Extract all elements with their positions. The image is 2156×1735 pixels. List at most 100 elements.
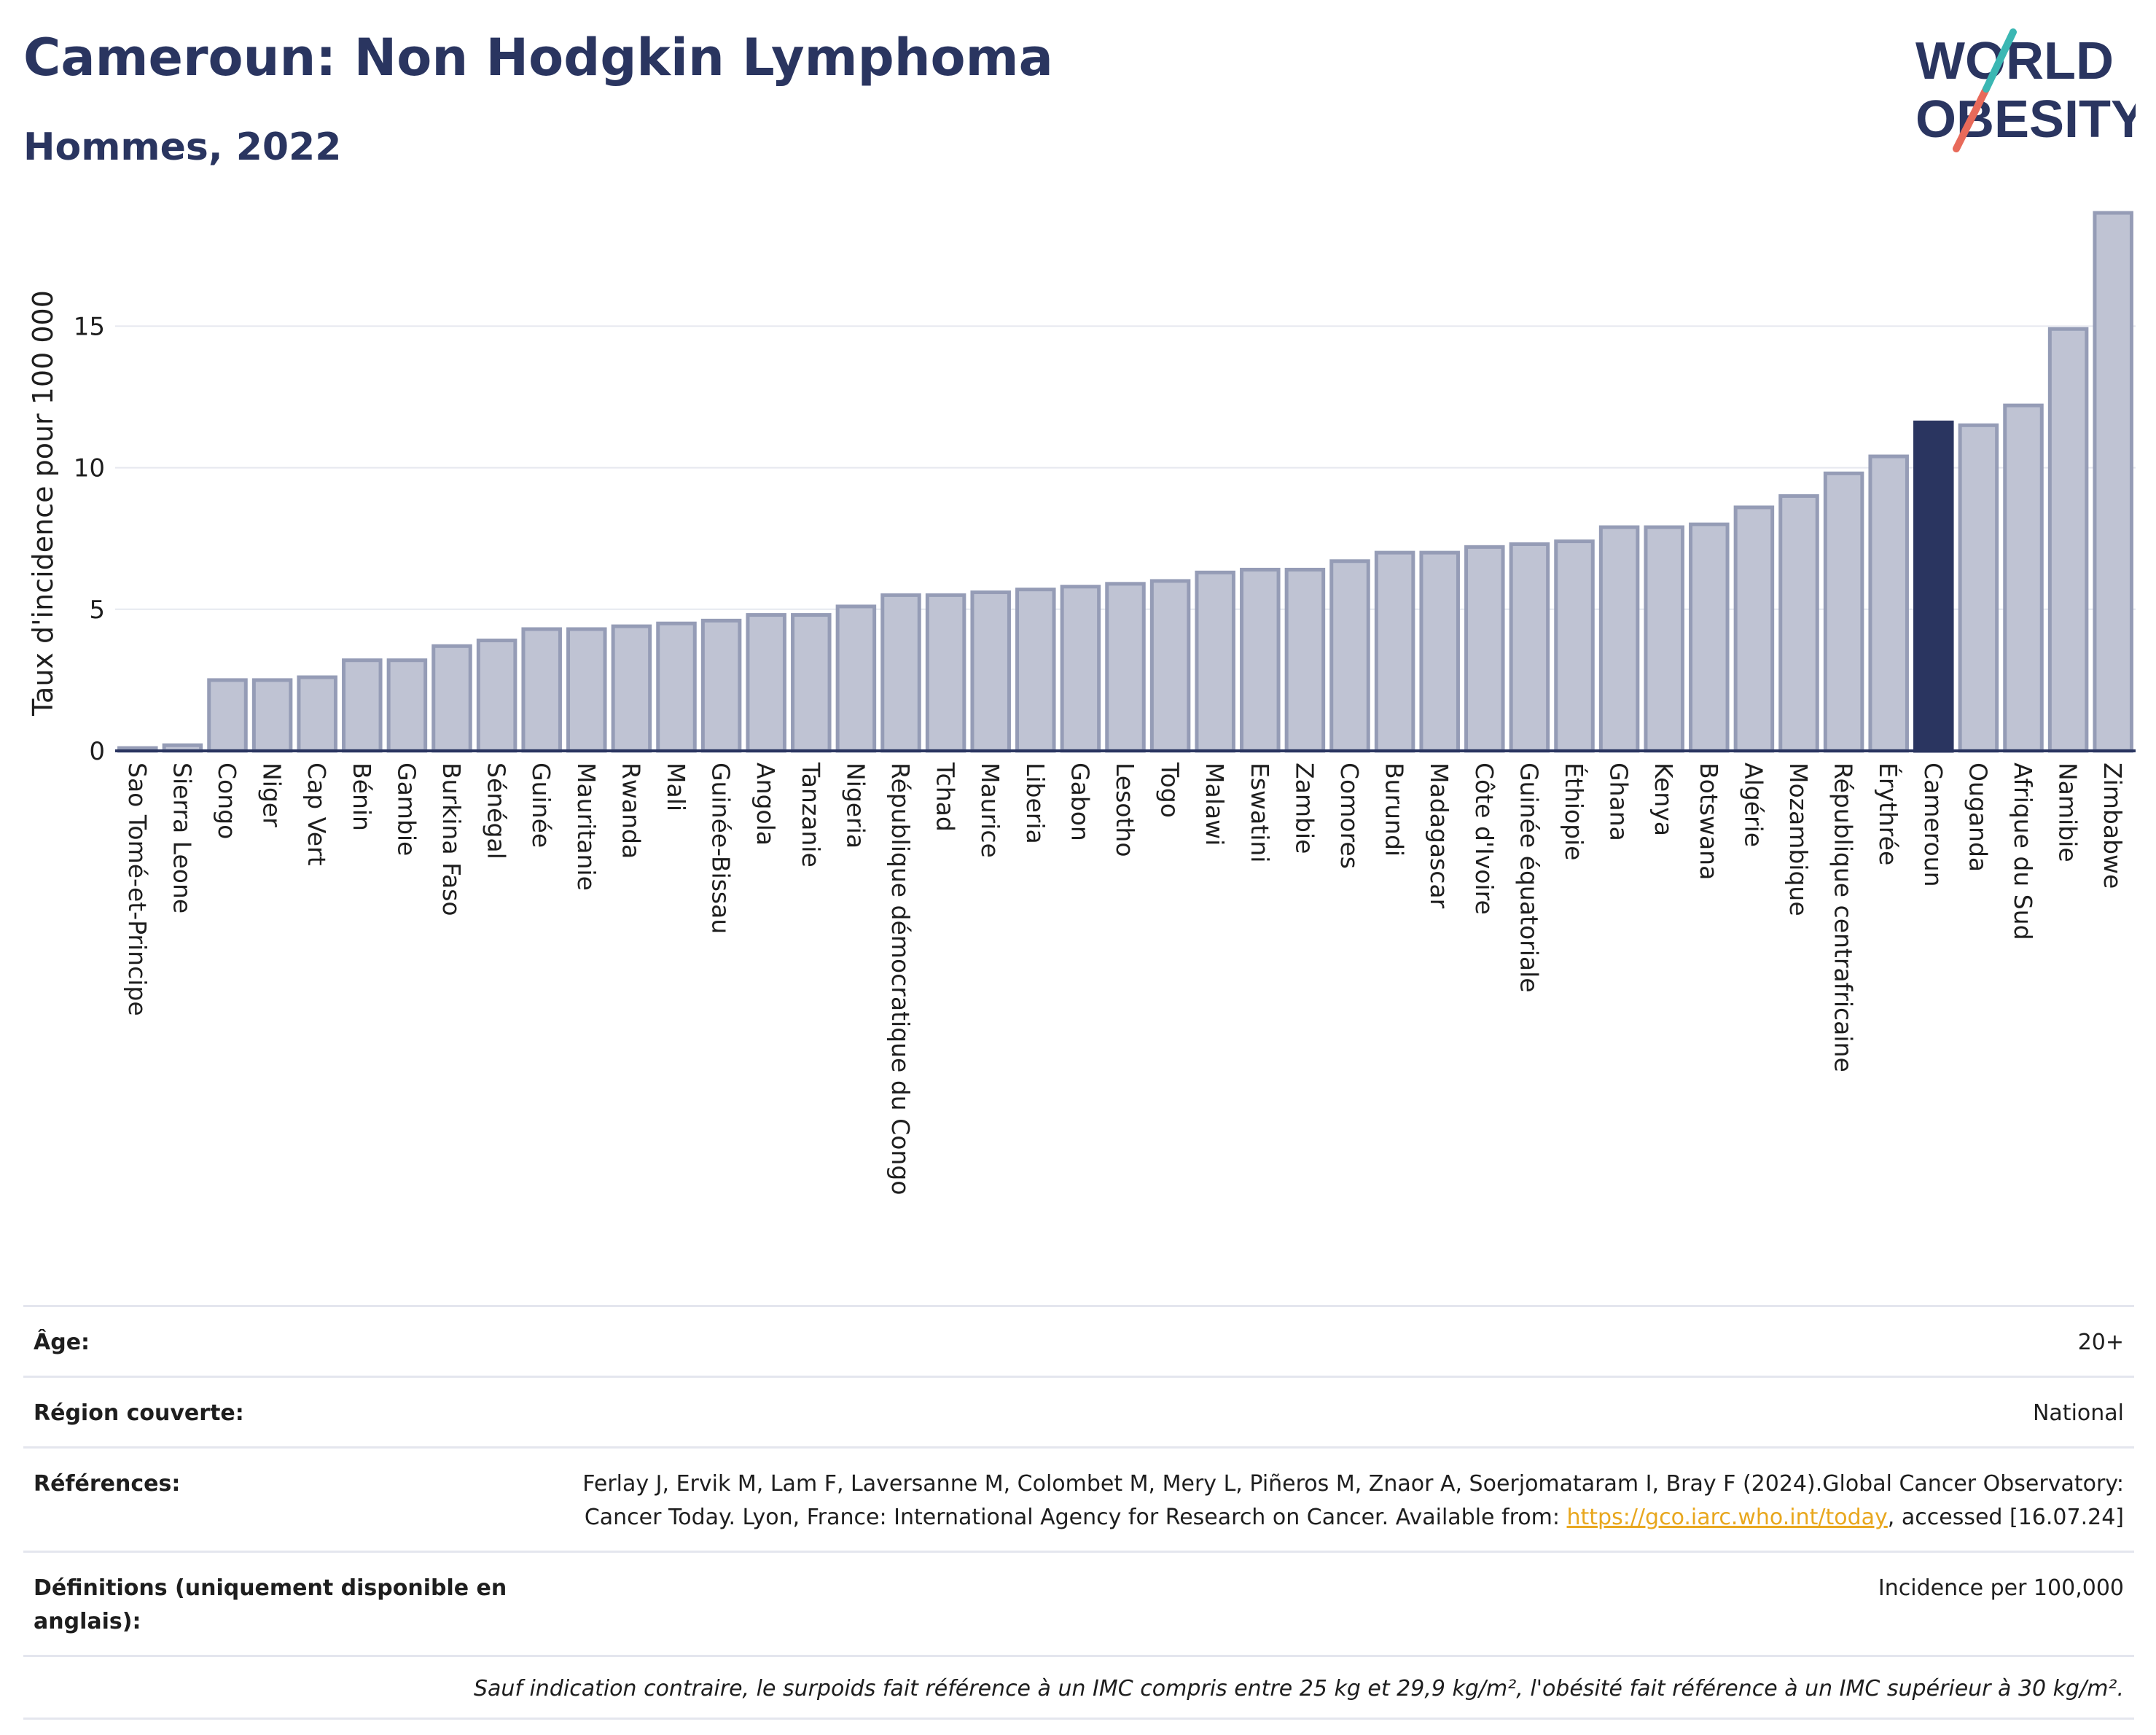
bar-maurice[interactable]: [970, 590, 1011, 753]
bar-afrique-du-sud[interactable]: [2003, 403, 2044, 753]
age-label: Âge:: [34, 1330, 90, 1355]
x-tick-label: Afrique du Sud: [2009, 763, 2037, 940]
bar-mozambique[interactable]: [1778, 494, 1819, 753]
world-obesity-logo: WORLD OBESITY: [1915, 28, 2136, 152]
bar-mauritanie[interactable]: [566, 627, 607, 753]
bar-nigeria[interactable]: [835, 604, 877, 753]
y-tick-labels: 0 5 10 15: [74, 312, 105, 766]
x-tick-label: Congo: [213, 763, 241, 839]
bar--rythr-e[interactable]: [1868, 454, 1909, 753]
bar-r-publique-d-mocratique-du-congo[interactable]: [880, 593, 921, 753]
bar-gambie[interactable]: [386, 658, 428, 753]
bar-ghana[interactable]: [1598, 525, 1640, 753]
x-tick-label: Rwanda: [617, 763, 645, 859]
region-value: National: [2032, 1400, 2124, 1426]
logo-line1: WORLD: [1915, 32, 2114, 90]
region-label: Région couverte:: [34, 1400, 244, 1426]
meta-row-references: Références: Ferlay J, Ervik M, Lam F, La…: [23, 1446, 2134, 1551]
bar-r-publique-centrafricaine[interactable]: [1823, 471, 1864, 753]
x-tick-label: Tanzanie: [797, 762, 825, 868]
bar-niger[interactable]: [251, 678, 293, 753]
x-tick-label: République centrafricaine: [1829, 763, 1858, 1072]
bar-rwanda[interactable]: [611, 624, 652, 753]
x-tick-label: Guinée équatoriale: [1515, 763, 1543, 993]
definitions-value: Incidence per 100,000: [1878, 1575, 2124, 1601]
bar-comores[interactable]: [1329, 559, 1370, 753]
bar-ouganda[interactable]: [1958, 423, 1999, 753]
bar-cap-vert[interactable]: [297, 675, 337, 753]
bar-congo[interactable]: [207, 678, 248, 753]
x-tick-labels: Sao Tomé-et-Principe Sierra Leone Congo Nig…: [123, 762, 2127, 1195]
x-tick-label: Zambie: [1290, 763, 1319, 854]
metadata-table: Âge: 20+ Région couverte: National Référ…: [23, 1305, 2134, 1720]
x-tick-label: Mali: [662, 763, 690, 811]
x-tick-label: Burundi: [1380, 763, 1409, 857]
bar-botswana[interactable]: [1689, 522, 1730, 753]
bar--thiopie[interactable]: [1554, 539, 1595, 753]
bar-s-n-gal[interactable]: [476, 639, 517, 753]
references-value: Ferlay J, Ervik M, Lam F, Laversanne M, …: [529, 1467, 2124, 1535]
y-tick-label: 15: [74, 312, 105, 341]
meta-row-definitions: Définitions (uniquement disponible en an…: [23, 1551, 2134, 1655]
bar-kenya[interactable]: [1644, 525, 1684, 753]
x-tick-label: Nigeria: [841, 763, 870, 849]
bar-malawi[interactable]: [1195, 570, 1235, 753]
x-tick-label: Gabon: [1066, 763, 1094, 841]
bar-c-te-d-ivoire[interactable]: [1464, 545, 1505, 753]
bar-angola[interactable]: [746, 613, 786, 753]
x-tick-label: Algérie: [1739, 763, 1768, 847]
logo-line2: OBESITY: [1915, 90, 2136, 149]
x-tick-label: Sao Tomé-et-Principe: [123, 763, 152, 1016]
x-tick-label: Cameroun: [1919, 763, 1948, 887]
bar-guin-e[interactable]: [521, 627, 562, 753]
footnote: Sauf indication contraire, le surpoids f…: [23, 1655, 2134, 1720]
chart-title: Cameroun: Non Hodgkin Lymphoma: [23, 28, 1053, 87]
bar-togo[interactable]: [1149, 579, 1191, 753]
meta-row-age: Âge: 20+: [23, 1305, 2134, 1376]
definitions-label: Définitions (uniquement disponible en an…: [34, 1575, 507, 1634]
x-tick-label: Éthiopie: [1560, 763, 1589, 860]
x-tick-label: Maurice: [976, 763, 1004, 858]
x-tick-label: Togo: [1156, 762, 1184, 818]
bar-burundi[interactable]: [1374, 550, 1415, 753]
bar-zambie[interactable]: [1284, 567, 1326, 753]
bar-alg-rie[interactable]: [1733, 505, 1775, 753]
x-tick-label: Angola: [751, 763, 780, 846]
x-tick-label: Kenya: [1649, 763, 1678, 836]
bar-eswatini[interactable]: [1240, 567, 1281, 753]
bar-cameroun[interactable]: [1913, 420, 1954, 753]
x-tick-label: Malawi: [1200, 763, 1229, 846]
bar-gabon[interactable]: [1060, 585, 1101, 753]
x-tick-label: Sénégal: [483, 763, 511, 859]
bar-guin-e-bissau[interactable]: [700, 618, 742, 753]
bar-tchad[interactable]: [925, 593, 966, 753]
x-tick-label: Ghana: [1605, 763, 1633, 841]
bar-zimbabwe[interactable]: [2093, 211, 2133, 753]
bar-burkina-faso[interactable]: [431, 644, 472, 753]
x-tick-label: Tchad: [931, 762, 960, 832]
bar-mali[interactable]: [656, 621, 697, 753]
x-tick-label: Cap Vert: [302, 763, 331, 866]
x-tick-label: Mauritanie: [572, 763, 601, 891]
references-accessed: , accessed [16.07.24]: [1887, 1505, 2124, 1530]
bar-b-nin[interactable]: [342, 658, 383, 753]
x-tick-label: Mozambique: [1784, 763, 1813, 916]
x-tick-label: République démocratique du Congo: [886, 763, 915, 1195]
bar-lesotho[interactable]: [1105, 582, 1146, 753]
x-tick-label: Guinée-Bissau: [707, 763, 735, 934]
x-tick-label: Érythrée: [1874, 763, 1903, 865]
x-tick-label: Côte d'Ivoire: [1470, 763, 1499, 915]
x-tick-label: Botswana: [1695, 763, 1723, 880]
bar-liberia[interactable]: [1015, 588, 1056, 753]
bar-madagascar[interactable]: [1419, 550, 1460, 753]
y-tick-label: 5: [89, 596, 105, 625]
y-axis-label: Taux d'incidence pour 100 000: [27, 290, 59, 717]
x-tick-label: Eswatini: [1246, 763, 1274, 862]
bar-namibie[interactable]: [2047, 327, 2089, 753]
bar-tanzanie[interactable]: [791, 613, 832, 753]
bar-guin-e-quatoriale[interactable]: [1509, 542, 1550, 753]
x-tick-label: Liberia: [1021, 763, 1050, 844]
x-tick-label: Ouganda: [1964, 763, 1992, 872]
x-tick-label: Zimbabwe: [2098, 763, 2127, 889]
references-link[interactable]: https://gco.iarc.who.int/today: [1566, 1505, 1888, 1530]
